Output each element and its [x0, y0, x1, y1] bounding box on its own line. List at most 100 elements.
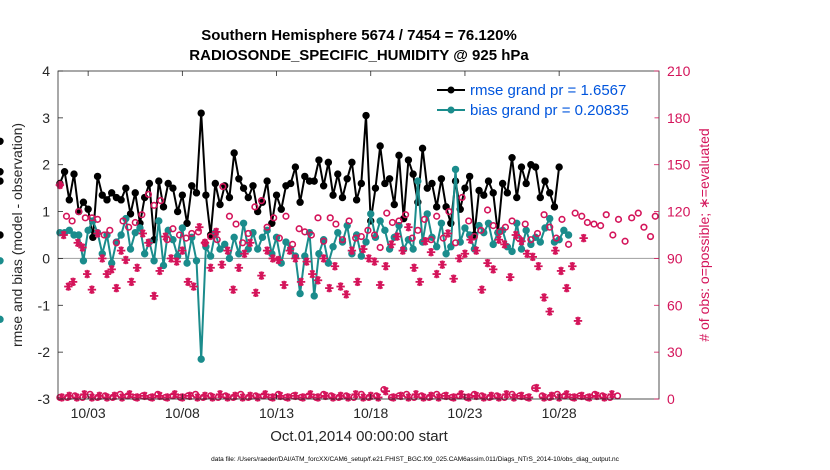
rmse-point: [329, 191, 337, 199]
rmse-point: [484, 177, 493, 185]
obs-possible-marker: [433, 212, 441, 220]
obs-possible-marker: [395, 217, 403, 225]
obs-evaluated-marker: [313, 276, 323, 285]
left-y-tick-label: 3: [42, 110, 50, 126]
bias-point: [155, 217, 163, 225]
bias-point: [221, 240, 229, 249]
obs-evaluated-marker: [570, 393, 579, 402]
obs-evaluated-marker: [144, 238, 153, 248]
obs-evaluated-marker: [206, 263, 215, 272]
obs-possible-marker: [408, 234, 416, 242]
rmse-point: [475, 186, 483, 195]
obs-evaluated-marker: [568, 262, 577, 271]
rmse-point: [334, 170, 342, 178]
obs-possible-marker: [81, 214, 89, 222]
obs-possible-marker: [609, 231, 617, 239]
obs-possible-marker: [383, 209, 391, 217]
rmse-point: [371, 184, 380, 192]
rmse-point: [131, 189, 139, 197]
left-y-tick-label: -1: [38, 297, 51, 313]
rmse-point: [465, 172, 474, 181]
obs-possible-marker: [646, 232, 655, 241]
obs-possible-marker: [251, 203, 259, 211]
bias-point: [192, 257, 201, 265]
obs-possible-marker: [546, 223, 554, 231]
obs-possible-marker: [621, 237, 629, 245]
obs-possible-marker: [489, 222, 497, 230]
rmse-point: [84, 205, 92, 213]
rmse-point: [508, 153, 516, 162]
obs-evaluated-marker: [483, 258, 492, 268]
rmse-point: [546, 189, 554, 197]
obs-evaluated-marker: [562, 390, 571, 399]
obs-possible-marker: [207, 232, 215, 241]
obs-evaluated-marker: [409, 263, 419, 272]
plot-frame: [57, 70, 660, 400]
rmse-point: [202, 191, 210, 199]
obs-possible-marker: [75, 207, 83, 216]
obs-evaluated-marker: [328, 393, 338, 402]
bias-point: [206, 252, 215, 260]
bias-point: [376, 217, 384, 225]
left-y-tick-label: -2: [38, 344, 51, 360]
bias-point: [131, 228, 139, 237]
rmse-point: [352, 196, 361, 204]
bias-point: [239, 219, 248, 227]
obs-evaluated-marker: [178, 246, 187, 255]
obs-evaluated-marker: [460, 249, 470, 258]
obs-possible-marker: [131, 218, 139, 227]
obs-evaluated-marker: [132, 263, 142, 272]
obs-evaluated-marker: [359, 393, 368, 402]
x-tick-label: 10/13: [259, 405, 294, 421]
x-tick-label: 10/03: [71, 405, 106, 421]
obs-evaluated-marker: [166, 254, 176, 263]
obs-evaluated-marker: [489, 265, 498, 274]
obs-evaluated-marker: [522, 249, 532, 258]
right-y-tick-label: 90: [667, 250, 683, 266]
rmse-point: [249, 182, 257, 190]
obs-possible-marker: [157, 197, 165, 205]
left-y-tick-label: 4: [42, 63, 50, 79]
obs-evaluated-marker: [291, 254, 300, 263]
bias-point: [357, 252, 366, 260]
obs-evaluated-marker: [200, 238, 210, 248]
obs-evaluated-marker: [215, 390, 225, 399]
obs-possible-marker: [119, 217, 127, 225]
rmse-point: [310, 177, 318, 185]
obs-possible-marker: [376, 243, 384, 252]
obs-evaluated-marker: [381, 386, 391, 396]
obs-evaluated-marker: [59, 230, 68, 240]
bias-point: [117, 231, 125, 239]
rmse-point: [301, 172, 309, 181]
obs-evaluated-marker: [472, 391, 481, 401]
bias-point: [334, 228, 342, 237]
obs-evaluated-marker: [161, 232, 170, 241]
obs-possible-marker: [301, 228, 309, 236]
rmse-point: [555, 163, 563, 171]
obs-possible-marker: [175, 231, 184, 239]
x-tick-label: 10/08: [165, 405, 200, 421]
rmse-point: [531, 163, 540, 171]
obs-evaluated-marker: [212, 227, 221, 237]
rmse-point: [404, 156, 413, 164]
rmse-point: [395, 151, 403, 160]
rmse-point: [244, 193, 252, 202]
bias-point: [367, 210, 375, 218]
rmse-point: [107, 189, 116, 197]
obs-evaluated-marker: [517, 237, 526, 246]
obs-evaluated-marker: [434, 393, 443, 402]
obs-evaluated-marker: [351, 390, 360, 399]
obs-evaluated-marker: [195, 222, 204, 232]
obs-evaluated-marker: [87, 393, 97, 402]
obs-evaluated-marker: [262, 246, 272, 255]
obs-possible-marker: [483, 206, 492, 214]
rmse-point: [263, 177, 271, 185]
rmse-point: [230, 149, 238, 157]
obs-evaluated-marker: [342, 290, 351, 299]
rmse-point: [536, 193, 545, 202]
rmse-point: [315, 156, 323, 164]
rmse-point: [343, 175, 351, 183]
obs-evaluated-marker: [456, 390, 466, 399]
rmse-point: [319, 182, 328, 190]
